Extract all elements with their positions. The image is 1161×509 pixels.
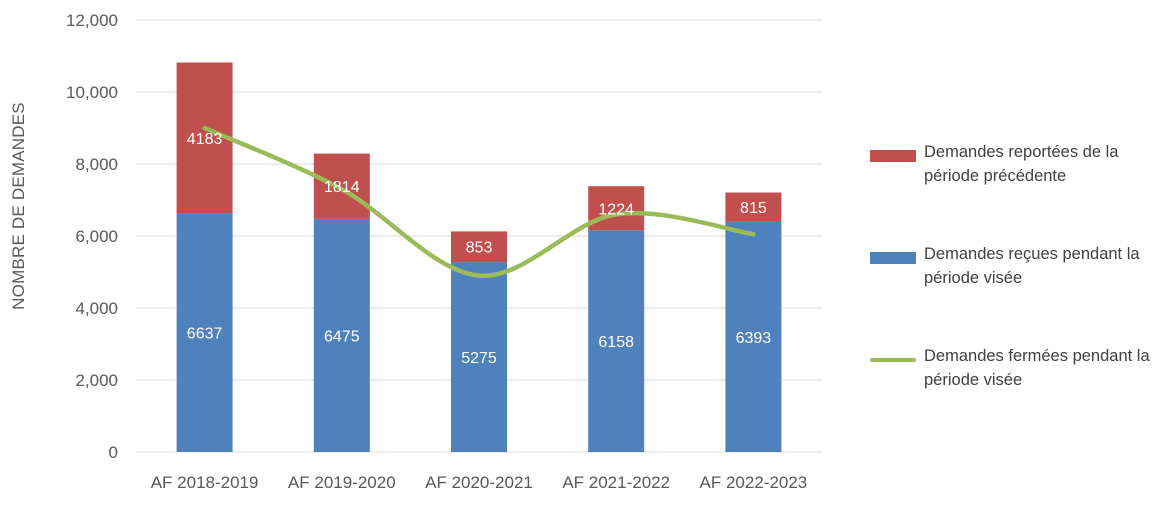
bar-label-received: 6158 (598, 334, 634, 351)
x-tick-label: AF 2018-2019 (151, 473, 259, 492)
line-closed-requests (202, 125, 756, 278)
bar-label-received: 5275 (461, 350, 497, 367)
line-series (202, 125, 756, 278)
bar-label-received: 6637 (187, 326, 223, 343)
x-axis-ticks: AF 2018-2019 AF 2019-2020 AF 2020-2021 AF 2… (151, 473, 808, 492)
bar-received (313, 218, 370, 452)
bar-labels: 6637 4183 6475 1814 5275 853 6158 1224 6393 815 (187, 131, 771, 367)
y-tick-label: 8,000 (75, 155, 118, 174)
legend-swatch-received (870, 252, 916, 264)
legend-item-closed: Demandes fermées pendant la période visé… (868, 344, 1158, 389)
bar-carried-over (451, 231, 507, 263)
bar-label-received: 6475 (324, 328, 360, 345)
bar-label-carried-over: 815 (740, 200, 767, 217)
legend-item-carried-over: Demandes reportées de la période précéde… (868, 140, 1158, 185)
bar-carried-over (313, 153, 370, 219)
bar-carried-over (588, 186, 645, 231)
bar-received (451, 262, 507, 452)
bar-carried-over (725, 192, 782, 222)
y-axis-ticks: 0 2,000 4,000 6,000 8,000 10,000 12,000 (66, 11, 118, 462)
legend: Demandes reportées de la période précéde… (868, 140, 1158, 446)
bar-label-carried-over: 1224 (598, 201, 634, 218)
legend-swatch-closed (870, 358, 916, 362)
x-tick-label: AF 2020-2021 (425, 473, 533, 492)
x-tick-label: AF 2019-2020 (288, 473, 396, 492)
bar-label-carried-over: 853 (466, 240, 493, 257)
bar-label-carried-over: 1814 (324, 179, 360, 196)
legend-label-received: Demandes reçues pendant la période visée (924, 245, 1140, 287)
legend-label-closed: Demandes fermées pendant la période visé… (924, 347, 1150, 389)
y-tick-label: 4,000 (75, 299, 118, 318)
x-tick-label: AF 2021-2022 (562, 473, 670, 492)
legend-item-received: Demandes reçues pendant la période visée (868, 242, 1158, 287)
y-tick-label: 0 (109, 443, 118, 462)
bar-received (725, 221, 782, 452)
y-tick-label: 6,000 (75, 227, 118, 246)
bar-received (176, 213, 233, 452)
bar-received (588, 230, 645, 452)
bar-label-carried-over: 4183 (187, 131, 223, 148)
y-tick-label: 10,000 (66, 83, 118, 102)
bar-label-received: 6393 (736, 330, 772, 347)
bars (176, 62, 782, 452)
y-tick-label: 2,000 (75, 371, 118, 390)
y-axis-label: NOMBRE DE DEMANDES (9, 102, 28, 310)
y-tick-label: 12,000 (66, 11, 118, 30)
legend-label-carried-over: Demandes reportées de la période précéde… (924, 143, 1119, 185)
chart: 0 2,000 4,000 6,000 8,000 10,000 12,000 6637 41… (9, 11, 822, 492)
legend-swatch-carried-over (870, 150, 916, 162)
x-tick-label: AF 2022-2023 (700, 473, 808, 492)
